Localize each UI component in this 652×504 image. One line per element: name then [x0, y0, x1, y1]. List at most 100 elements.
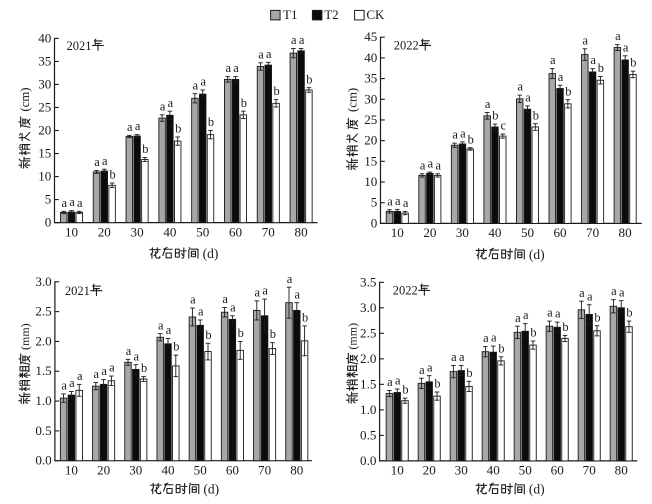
svg-text:a: a: [435, 158, 441, 172]
svg-text:60: 60: [226, 463, 240, 478]
svg-text:70: 70: [262, 224, 276, 239]
svg-text:2.0: 2.0: [35, 333, 52, 348]
svg-text:25: 25: [38, 100, 52, 115]
svg-text:5: 5: [371, 195, 378, 210]
svg-text:a: a: [555, 307, 561, 321]
svg-text:a: a: [193, 78, 199, 92]
svg-text:b: b: [109, 168, 115, 182]
svg-text:a: a: [451, 350, 457, 364]
svg-text:0.0: 0.0: [360, 453, 377, 468]
svg-text:(d): (d): [203, 246, 219, 261]
svg-text:CK: CK: [366, 7, 385, 22]
svg-text:20: 20: [423, 225, 437, 240]
svg-text:T2: T2: [324, 7, 338, 22]
svg-text:60: 60: [553, 225, 567, 240]
svg-text:35: 35: [364, 71, 378, 86]
svg-text:20: 20: [364, 133, 378, 148]
svg-text:a: a: [295, 287, 301, 301]
svg-text:80: 80: [290, 463, 304, 478]
svg-text:a: a: [619, 285, 625, 299]
svg-text:a: a: [590, 53, 596, 67]
svg-text:a: a: [200, 75, 206, 89]
svg-text:a: a: [262, 284, 268, 298]
svg-text:b: b: [205, 328, 211, 342]
svg-text:b: b: [594, 310, 600, 324]
svg-text:b: b: [598, 61, 604, 75]
svg-text:20: 20: [97, 463, 111, 478]
svg-text:(mm): (mm): [345, 323, 359, 350]
svg-text:a: a: [135, 119, 141, 133]
svg-text:a: a: [158, 318, 164, 332]
svg-text:10: 10: [65, 224, 79, 239]
svg-text:b: b: [175, 122, 181, 136]
svg-text:a: a: [517, 80, 523, 94]
svg-text:2022: 2022: [393, 284, 418, 298]
svg-text:a: a: [69, 195, 75, 209]
svg-text:0: 0: [45, 215, 52, 230]
svg-text:a: a: [102, 154, 108, 168]
svg-text:b: b: [492, 109, 498, 123]
svg-text:80: 80: [295, 224, 309, 239]
svg-text:50: 50: [196, 224, 210, 239]
svg-text:a: a: [109, 361, 115, 375]
svg-text:40: 40: [488, 225, 502, 240]
svg-text:a: a: [419, 363, 425, 377]
svg-text:50: 50: [521, 225, 535, 240]
svg-text:a: a: [387, 194, 393, 208]
svg-text:a: a: [94, 155, 100, 169]
svg-text:b: b: [434, 377, 440, 391]
svg-text:(mm): (mm): [18, 323, 32, 350]
svg-text:b: b: [306, 72, 312, 86]
svg-text:a: a: [523, 308, 529, 322]
svg-text:a: a: [77, 369, 83, 383]
svg-text:b: b: [630, 56, 636, 70]
svg-text:a: a: [77, 196, 83, 210]
svg-text:a: a: [483, 331, 489, 345]
svg-text:a: a: [558, 70, 564, 84]
svg-text:a: a: [459, 350, 465, 364]
svg-text:1.5: 1.5: [35, 363, 52, 378]
svg-text:a: a: [94, 367, 100, 381]
svg-text:a: a: [611, 284, 617, 298]
svg-text:0: 0: [371, 215, 378, 230]
svg-text:80: 80: [619, 225, 633, 240]
svg-text:b: b: [468, 132, 474, 146]
svg-text:b: b: [530, 326, 536, 340]
svg-text:b: b: [238, 326, 244, 340]
svg-text:a: a: [615, 29, 621, 43]
svg-text:2021: 2021: [65, 284, 90, 298]
svg-text:50: 50: [519, 463, 533, 478]
svg-text:60: 60: [229, 224, 243, 239]
svg-text:a: a: [101, 364, 107, 378]
svg-text:20: 20: [423, 463, 437, 478]
svg-text:b: b: [402, 383, 408, 397]
svg-text:a: a: [258, 47, 264, 61]
svg-text:30: 30: [38, 77, 52, 92]
svg-text:a: a: [550, 53, 556, 67]
svg-text:(cm): (cm): [18, 87, 32, 111]
svg-text:b: b: [142, 142, 148, 156]
svg-text:a: a: [61, 196, 67, 210]
svg-text:a: a: [134, 349, 140, 363]
svg-text:2.5: 2.5: [360, 325, 377, 340]
svg-text:b: b: [533, 108, 539, 122]
svg-text:a: a: [266, 47, 272, 61]
svg-text:70: 70: [258, 463, 272, 478]
svg-text:(d): (d): [529, 482, 545, 497]
svg-text:b: b: [273, 84, 279, 98]
svg-text:a: a: [515, 311, 521, 325]
svg-text:b: b: [498, 341, 504, 355]
svg-text:5: 5: [45, 192, 52, 207]
svg-text:40: 40: [163, 224, 177, 239]
svg-text:10: 10: [38, 169, 52, 184]
svg-text:a: a: [233, 61, 239, 75]
svg-text:b: b: [626, 306, 632, 320]
svg-text:70: 70: [583, 463, 597, 478]
svg-text:a: a: [587, 289, 593, 303]
svg-text:a: a: [547, 306, 553, 320]
svg-text:b: b: [565, 84, 571, 98]
svg-text:50: 50: [194, 463, 208, 478]
svg-text:a: a: [427, 360, 433, 374]
svg-text:a: a: [387, 375, 393, 389]
svg-text:1.0: 1.0: [35, 393, 52, 408]
